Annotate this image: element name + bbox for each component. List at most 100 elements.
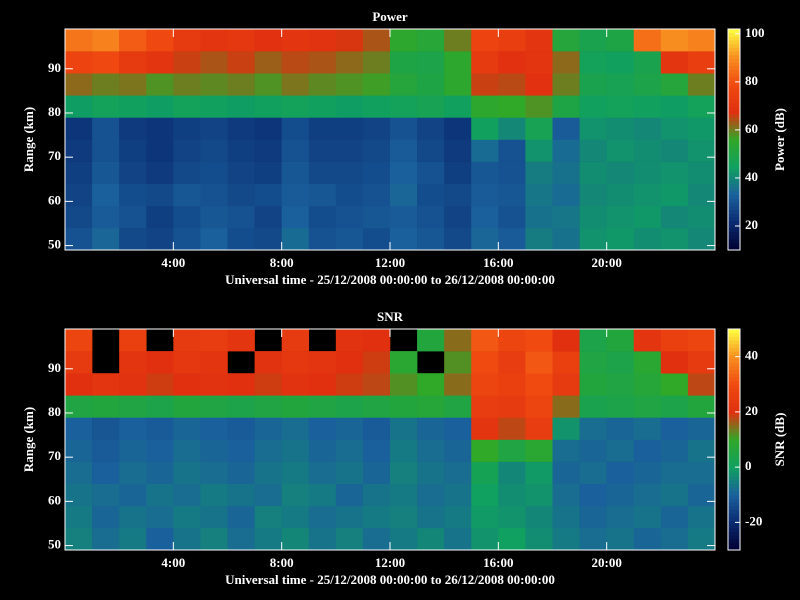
heat-cell	[579, 395, 607, 418]
heat-cell	[660, 395, 689, 418]
heat-cell	[335, 417, 364, 440]
heat-cell	[173, 527, 201, 551]
heat-cell	[525, 395, 553, 418]
heat-cell	[227, 527, 255, 551]
colorbar-swatch	[728, 384, 740, 389]
heat-cell	[471, 395, 499, 418]
heat-cell	[92, 51, 120, 74]
heat-cell	[65, 527, 93, 551]
colorbar-tick-label: 60	[745, 121, 758, 136]
heat-cell	[119, 29, 147, 52]
heat-cell	[281, 351, 310, 374]
heat-cell	[606, 227, 635, 251]
heat-cell	[444, 329, 472, 352]
heat-cell	[65, 29, 93, 52]
heat-cell	[417, 139, 445, 162]
heat-cell	[417, 205, 445, 229]
colorbar-swatch	[728, 150, 740, 155]
colorbar-swatch	[728, 402, 740, 407]
heat-cell	[579, 205, 607, 229]
heat-cell	[281, 95, 310, 118]
colorbar-swatch	[728, 161, 740, 166]
heat-cell	[92, 417, 120, 440]
heat-cell	[660, 417, 689, 440]
heat-cell	[173, 205, 201, 229]
heat-cell	[227, 29, 255, 52]
colorbar-swatch	[728, 168, 740, 174]
heat-cell	[633, 29, 662, 52]
colorbar-tick-label: 100	[745, 25, 765, 40]
heat-cell	[92, 373, 120, 396]
heat-cell	[362, 161, 391, 184]
heat-cell	[390, 373, 418, 396]
heat-cell	[633, 439, 662, 462]
heat-cell	[525, 227, 553, 251]
colorbar-swatch	[728, 476, 740, 481]
heat-cell	[119, 95, 147, 118]
heat-cell	[119, 439, 147, 462]
heat-cell	[525, 117, 553, 140]
heat-cell	[92, 439, 120, 462]
heat-cell	[200, 205, 228, 229]
colorbar-swatch	[728, 542, 740, 547]
heat-cell	[579, 161, 607, 184]
colorbar-swatch	[728, 132, 740, 137]
colorbar-swatch	[728, 87, 740, 93]
heat-cell	[308, 51, 337, 74]
heat-cell	[281, 51, 310, 74]
heat-cell	[281, 439, 310, 462]
heat-cell	[362, 461, 391, 484]
heat-cell	[308, 139, 337, 162]
heat-cell	[660, 373, 689, 396]
heat-cell	[390, 183, 418, 207]
heat-cell	[200, 117, 228, 140]
heat-cell	[660, 183, 689, 207]
heat-cell	[687, 439, 716, 462]
heat-cell	[65, 51, 93, 74]
colorbar-swatch	[728, 224, 740, 229]
colorbar-swatch	[728, 58, 740, 63]
heat-cell	[335, 183, 364, 207]
heat-cell	[660, 329, 689, 352]
heat-cell	[362, 139, 391, 162]
colorbar-swatch	[728, 365, 740, 371]
colorbar-swatch	[728, 428, 740, 433]
heat-cell	[579, 117, 607, 140]
heat-cell	[146, 117, 174, 140]
heat-cell	[254, 395, 282, 418]
x-tick-label: 8:00	[270, 555, 294, 570]
colorbar-swatch	[728, 106, 740, 111]
colorbar-swatch	[728, 113, 740, 118]
heat-cell	[498, 51, 526, 74]
colorbar-swatch	[728, 51, 740, 56]
y-tick-label: 60	[48, 192, 61, 207]
heat-cell	[552, 95, 580, 118]
heat-cell	[65, 95, 93, 118]
heat-cell	[606, 505, 635, 529]
heat-cell	[65, 183, 93, 207]
heat-cell	[687, 505, 716, 529]
heat-cell	[65, 417, 93, 440]
y-axis-label: Range (km)	[21, 107, 36, 172]
heat-cell	[660, 227, 689, 251]
heat-cell	[660, 527, 689, 551]
colorbar-swatch	[728, 358, 740, 363]
heat-cell	[254, 505, 282, 529]
heat-cell	[227, 373, 255, 396]
heat-cell	[552, 351, 580, 374]
heat-cell	[173, 161, 201, 184]
colorbar-swatch	[728, 117, 740, 122]
colorbar-swatch	[728, 421, 740, 426]
heat-cell	[660, 461, 689, 484]
heat-cell	[579, 95, 607, 118]
heat-cell	[119, 461, 147, 484]
colorbar-swatch	[728, 73, 740, 78]
heat-cell	[687, 373, 716, 396]
heat-cell	[525, 139, 553, 162]
colorbar-swatch	[728, 157, 740, 163]
colorbar-swatch	[728, 36, 740, 41]
colorbar-swatch	[728, 198, 740, 203]
heat-cell	[498, 73, 526, 96]
heat-cell	[579, 329, 607, 352]
heat-cell	[390, 161, 418, 184]
